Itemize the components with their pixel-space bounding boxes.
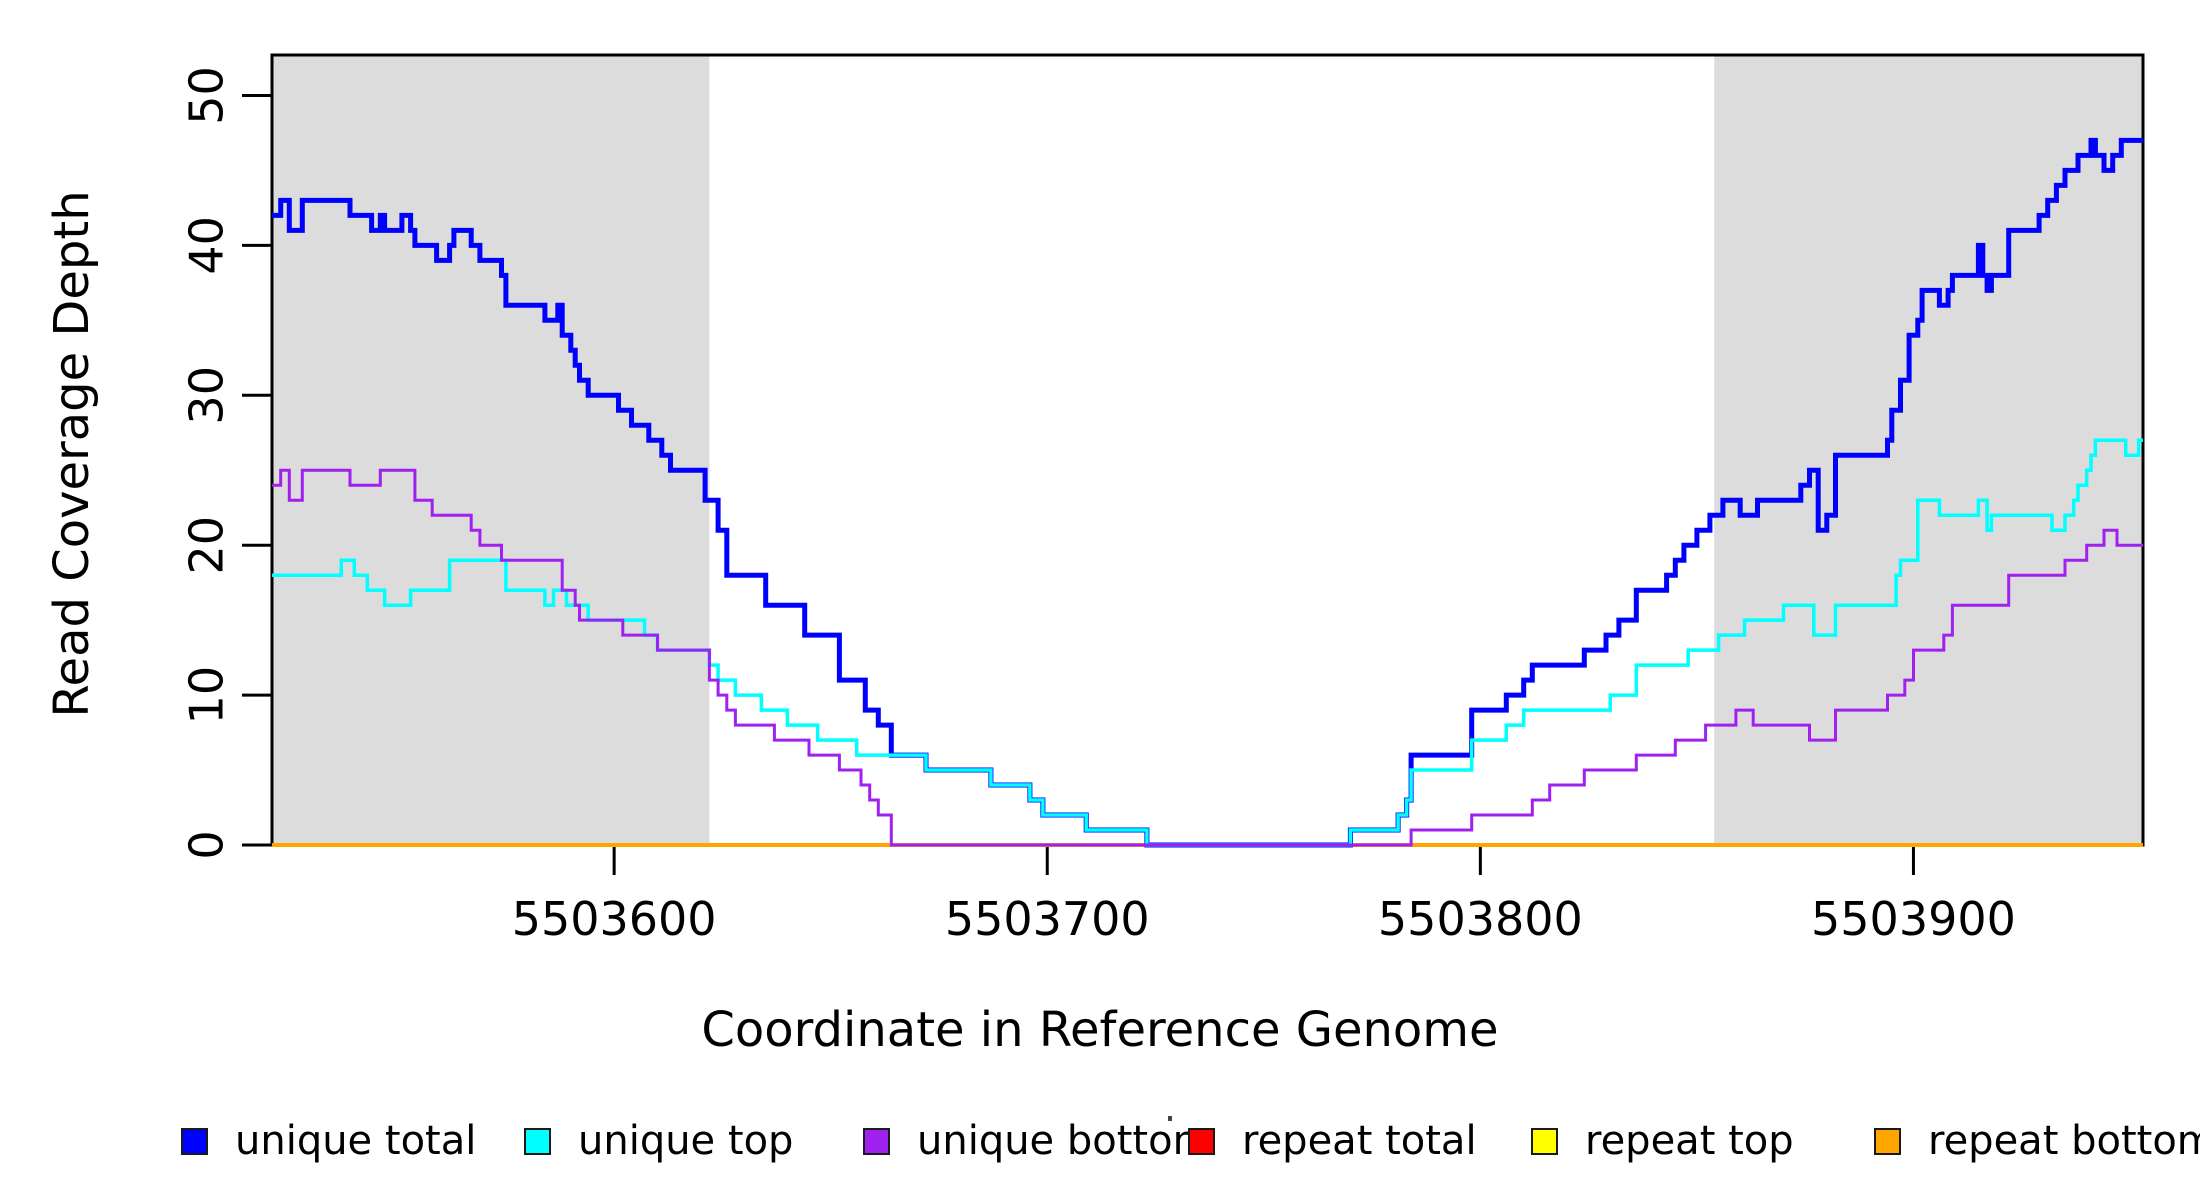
series-unique-bottom (272, 468, 2143, 847)
repeat-region-left (272, 55, 710, 845)
y-tick-label: 40 (180, 216, 234, 275)
x-tick-label: 5503900 (1811, 892, 2016, 946)
y-tick-label: 30 (180, 366, 234, 425)
x-tick-label: 5503800 (1378, 892, 1583, 946)
stray-dot (1168, 1116, 1172, 1121)
x-tick-label: 5503700 (945, 892, 1150, 946)
y-axis-title: Read Coverage Depth (44, 190, 100, 718)
y-tick-label: 50 (180, 66, 234, 125)
y-tick-label: 0 (180, 830, 234, 859)
repeat-region-right (1714, 55, 2143, 845)
x-axis-title: Coordinate in Reference Genome (701, 1002, 1499, 1058)
x-tick-label: 5503600 (512, 892, 717, 946)
y-tick-label: 20 (180, 516, 234, 575)
y-tick-label: 10 (180, 666, 234, 725)
series-unique-top (272, 438, 2143, 847)
